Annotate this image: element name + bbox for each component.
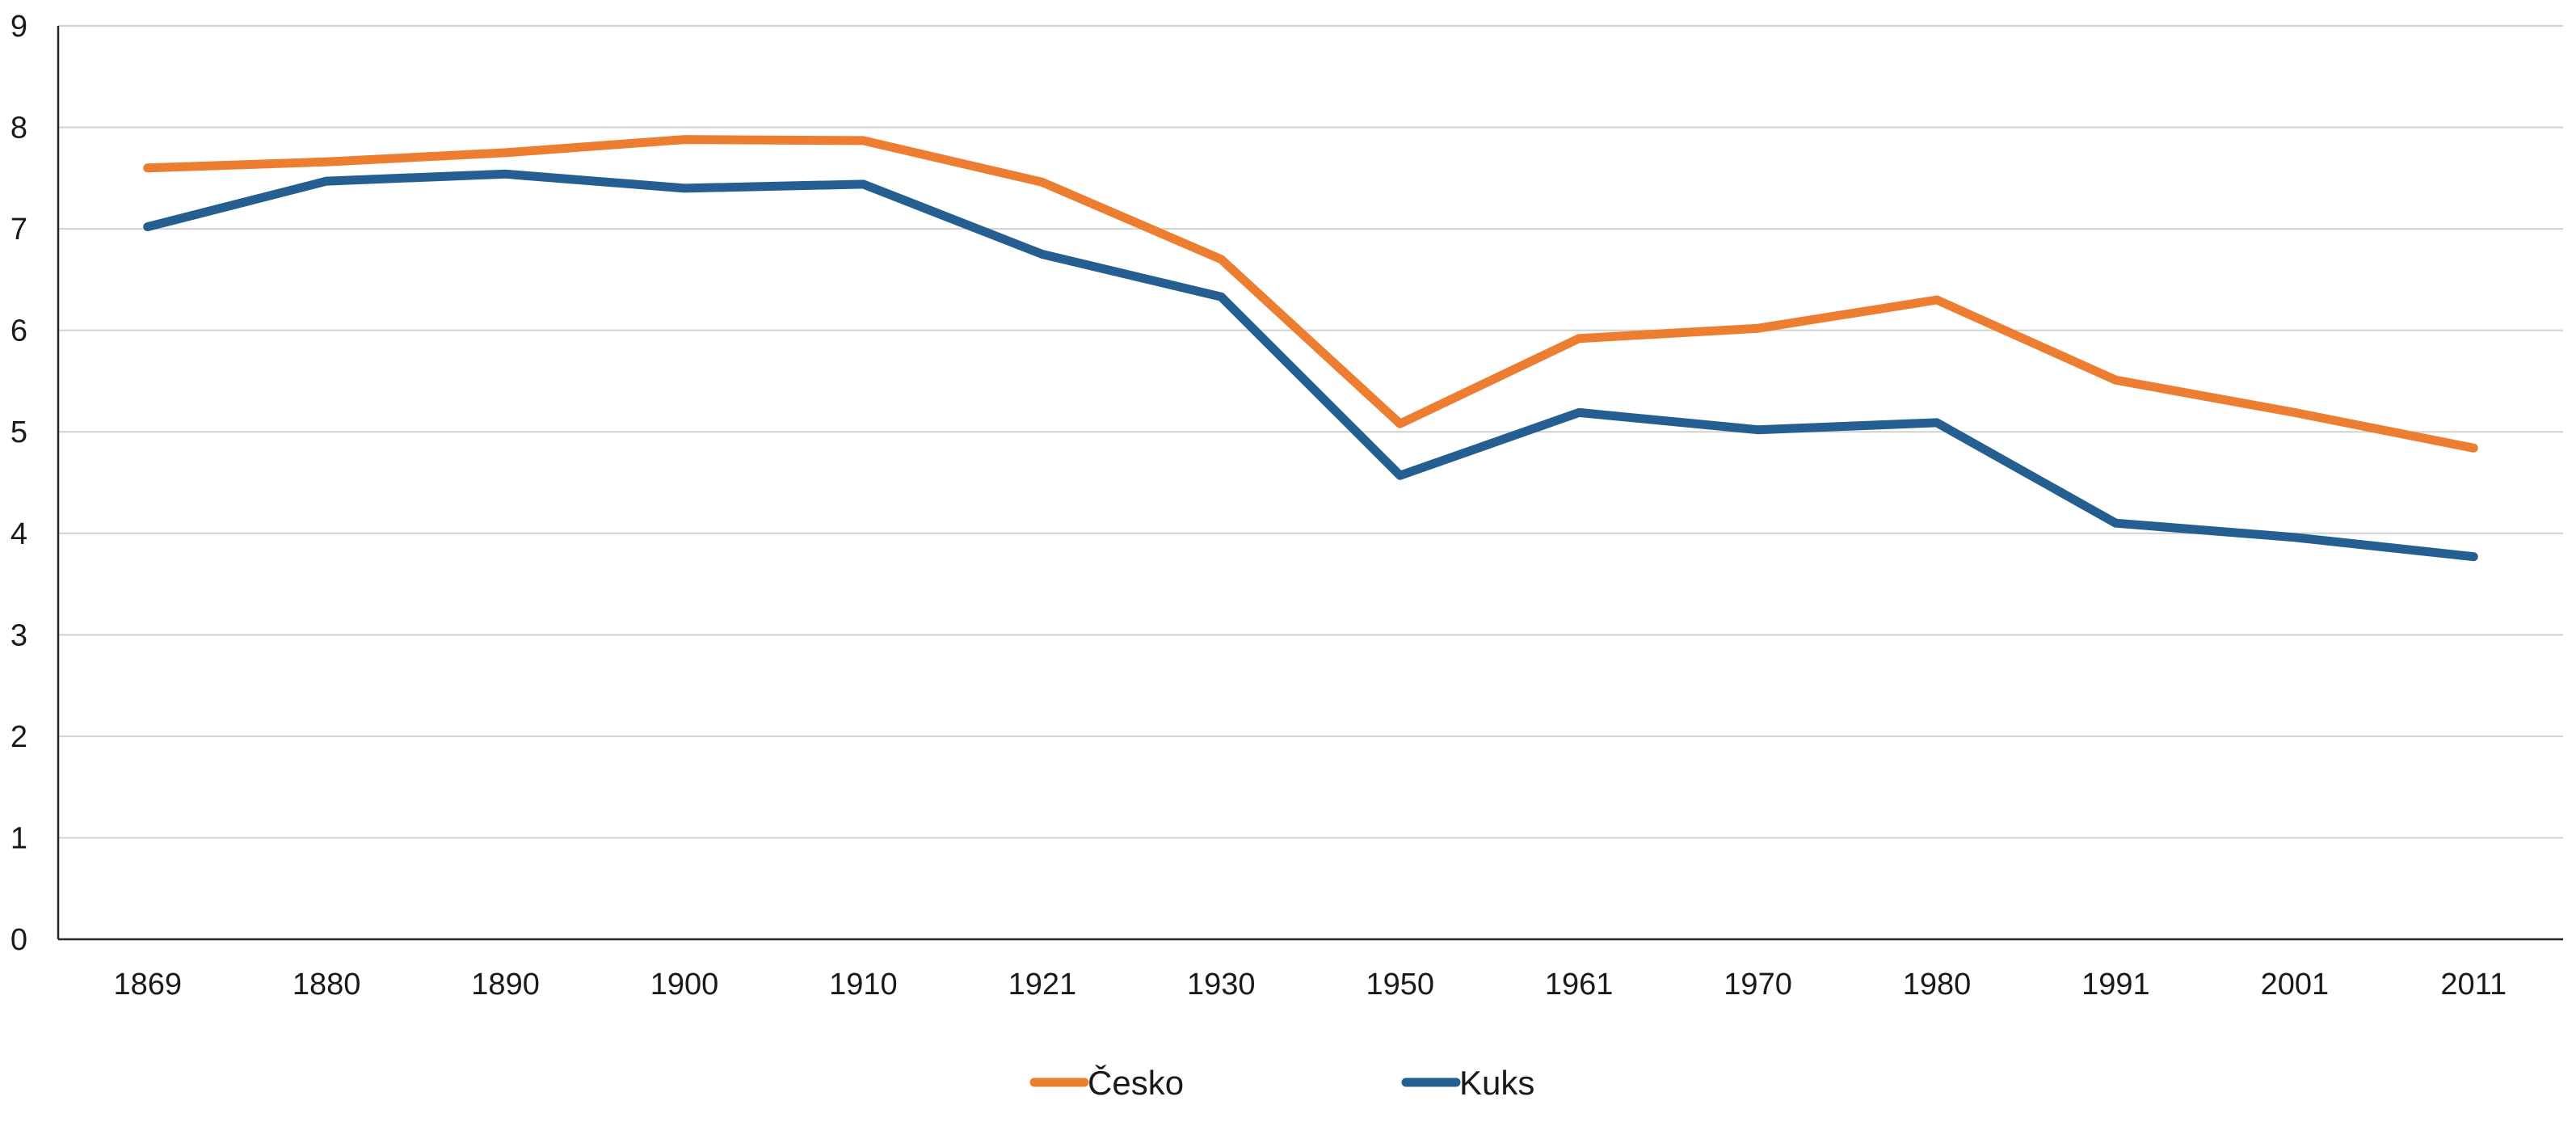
y-tick-label: 1 — [11, 821, 27, 855]
y-tick-label: 3 — [11, 618, 27, 652]
x-tick-label: 1961 — [1545, 968, 1614, 1002]
series-line-cesko — [143, 135, 2478, 453]
legend: Česko Kuks — [1029, 1064, 1534, 1102]
axes — [57, 26, 2563, 941]
x-axis-ticks: 1869 1880 1890 1900 1910 1921 1930 1950 1961 1970… — [113, 968, 2507, 1002]
x-tick-label: 1890 — [471, 968, 540, 1002]
y-tick-label: 4 — [11, 517, 27, 551]
y-tick-label: 5 — [11, 415, 27, 449]
x-tick-label: 1880 — [293, 968, 361, 1002]
legend-label: Česko — [1088, 1064, 1184, 1102]
y-tick-label: 8 — [11, 112, 27, 145]
y-tick-label: 9 — [11, 10, 27, 44]
series-lines — [143, 135, 2478, 562]
x-tick-label: 1970 — [1724, 968, 1792, 1002]
x-tick-label: 1980 — [1903, 968, 1972, 1002]
y-tick-label: 0 — [11, 923, 27, 957]
gridlines — [58, 25, 2563, 839]
y-axis-ticks: 0 1 2 3 4 5 6 7 8 9 — [11, 10, 27, 957]
legend-label: Kuks — [1459, 1064, 1534, 1102]
x-tick-label: 1910 — [829, 968, 898, 1002]
x-tick-label: 2011 — [2440, 968, 2507, 1002]
x-tick-label: 1869 — [113, 968, 182, 1002]
x-tick-label: 2001 — [2261, 968, 2330, 1002]
x-tick-label: 1950 — [1366, 968, 1434, 1002]
x-tick-label: 1930 — [1187, 968, 1256, 1002]
y-tick-label: 7 — [11, 213, 27, 247]
x-tick-label: 1900 — [650, 968, 719, 1002]
x-tick-label: 1991 — [2081, 968, 2150, 1002]
y-tick-label: 2 — [11, 720, 27, 754]
x-tick-label: 1921 — [1008, 968, 1077, 1002]
y-tick-label: 6 — [11, 314, 27, 348]
series-line-kuks — [143, 169, 2478, 562]
